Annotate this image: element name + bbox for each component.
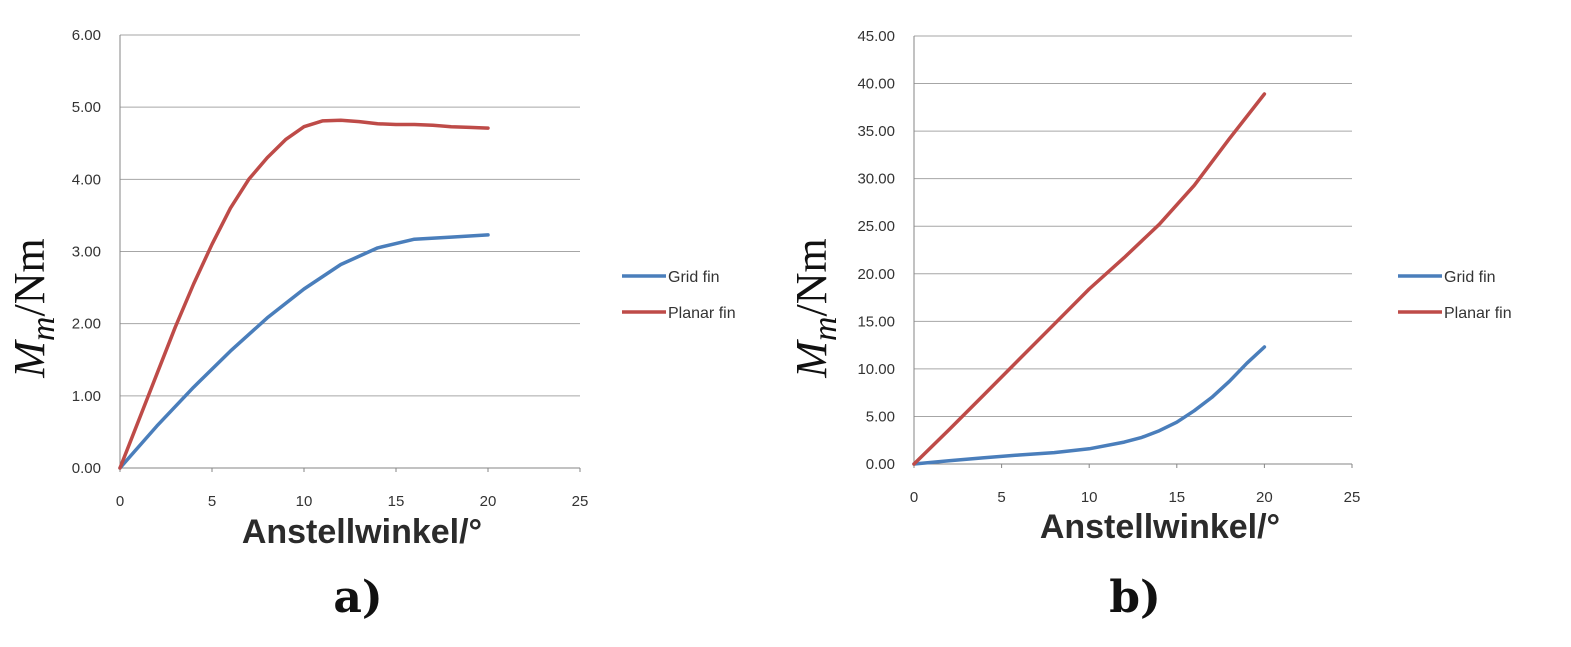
x-tick-label: 20 (1256, 489, 1273, 506)
x-tick-label: 15 (1168, 489, 1185, 506)
y-tick-label: 45.00 (857, 28, 895, 45)
y-tick-label: 30.00 (857, 171, 895, 188)
legend-label: Planar fin (668, 305, 736, 322)
y-axis-title: Mm/Nm (5, 238, 62, 378)
legend-label: Grid fin (1444, 269, 1496, 286)
series-line-planar-fin (912, 92, 1267, 466)
y-tick-label: 5.00 (866, 408, 895, 425)
x-tick-label: 25 (1344, 489, 1361, 506)
y-axis-title: Mm/Nm (787, 238, 844, 378)
y-tick-label: 35.00 (857, 123, 895, 140)
chart-b: 0.00 5.00 10.00 15.00 20.00 25.00 30.00 35.00 40… (787, 28, 1512, 623)
y-tick-label: 4.00 (72, 171, 101, 188)
y-tick-label: 5.00 (72, 99, 101, 116)
y-tick-label: 0.00 (866, 456, 895, 473)
y-tick-label: 25.00 (857, 218, 895, 235)
x-tick-label: 0 (116, 493, 124, 510)
x-tick-label: 5 (208, 493, 216, 510)
x-tick-label: 5 (997, 489, 1005, 506)
legend-label: Planar fin (1444, 305, 1512, 322)
x-tick-label: 10 (296, 493, 313, 510)
y-tick-label: 40.00 (857, 76, 895, 93)
panel-label: b) (1109, 572, 1161, 623)
y-tick-label: 1.00 (72, 388, 101, 405)
legend-label: Grid fin (668, 269, 720, 286)
y-tick-label: 20.00 (857, 266, 895, 283)
x-axis-title: Anstellwinkel/° (242, 513, 482, 551)
y-tick-label: 10.00 (857, 361, 895, 378)
y-tick-label: 0.00 (72, 460, 101, 477)
y-tick-label: 3.00 (72, 244, 101, 261)
series-line-grid-fin (912, 345, 1267, 466)
y-tick-label: 15.00 (857, 313, 895, 330)
chart-a: 0.00 1.00 2.00 3.00 4.00 5.00 6.00 0 5 10 15 20 25 Gr… (5, 27, 736, 623)
y-tick-label: 6.00 (72, 27, 101, 44)
x-tick-label: 0 (910, 489, 918, 506)
x-axis-title: Anstellwinkel/° (1040, 508, 1280, 546)
x-tick-label: 10 (1081, 489, 1098, 506)
panel-label: a) (333, 572, 382, 623)
series-line-planar-fin (118, 118, 490, 470)
x-tick-label: 25 (572, 493, 589, 510)
y-tick-label: 2.00 (72, 316, 101, 333)
series-line-grid-fin (118, 233, 490, 470)
x-tick-label: 20 (480, 493, 497, 510)
x-tick-label: 15 (388, 493, 405, 510)
